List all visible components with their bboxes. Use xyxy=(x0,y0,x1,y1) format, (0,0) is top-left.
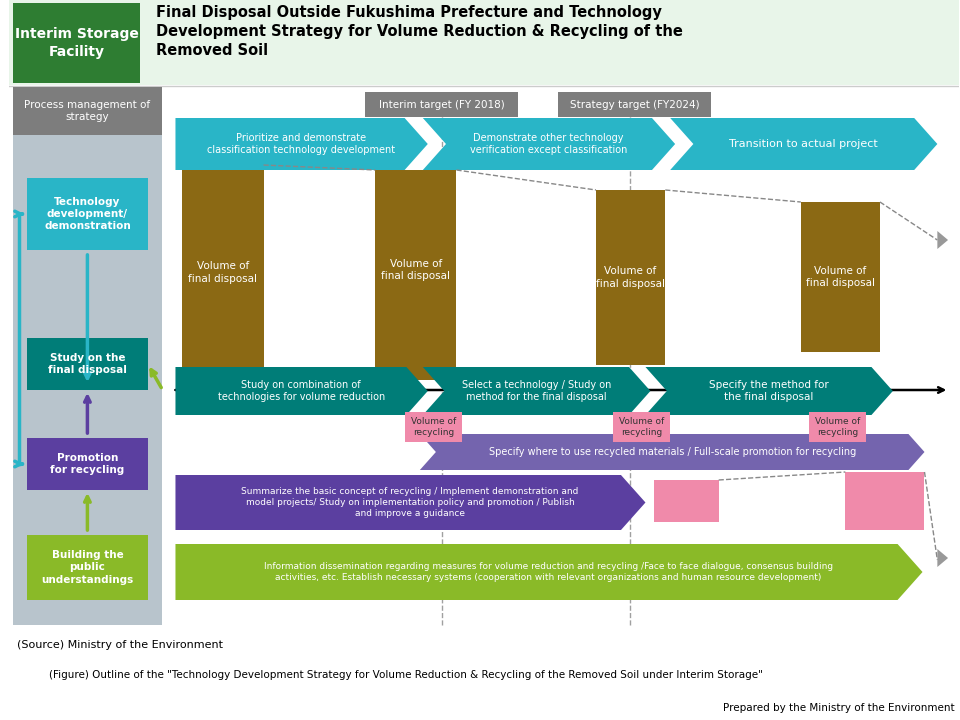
FancyBboxPatch shape xyxy=(13,3,140,83)
Text: Interim target (FY 2018): Interim target (FY 2018) xyxy=(379,100,505,110)
Polygon shape xyxy=(422,367,651,415)
FancyBboxPatch shape xyxy=(27,535,148,600)
Text: Volume of
recycling: Volume of recycling xyxy=(815,417,860,437)
Text: Specify the method for
the final disposal: Specify the method for the final disposa… xyxy=(709,380,829,402)
Text: Select a technology / Study on
method for the final disposal: Select a technology / Study on method fo… xyxy=(462,380,612,402)
Text: Volume of
final disposal: Volume of final disposal xyxy=(381,258,450,282)
Polygon shape xyxy=(422,118,675,170)
Text: Summarize the basic concept of recycling / Implement demonstration and
model pro: Summarize the basic concept of recycling… xyxy=(241,487,579,518)
FancyBboxPatch shape xyxy=(801,202,880,352)
Text: Information dissemination regarding measures for volume reduction and recycling : Information dissemination regarding meas… xyxy=(264,562,833,582)
Polygon shape xyxy=(420,434,924,470)
Text: Volume of
final disposal: Volume of final disposal xyxy=(805,266,875,288)
Text: Strategy target (FY2024): Strategy target (FY2024) xyxy=(570,100,700,110)
Text: Final Disposal Outside Fukushima Prefecture and Technology
Development Strategy : Final Disposal Outside Fukushima Prefect… xyxy=(156,5,683,58)
FancyBboxPatch shape xyxy=(655,480,719,522)
Text: Volume of
final disposal: Volume of final disposal xyxy=(188,261,257,284)
Polygon shape xyxy=(176,367,428,415)
Polygon shape xyxy=(645,367,893,415)
Text: Specify where to use recycled materials / Full-scale promotion for recycling: Specify where to use recycled materials … xyxy=(489,447,855,457)
FancyBboxPatch shape xyxy=(27,438,148,490)
FancyBboxPatch shape xyxy=(808,412,866,442)
Polygon shape xyxy=(937,549,948,567)
FancyBboxPatch shape xyxy=(405,412,463,442)
Text: Prioritize and demonstrate
classification technology development: Prioritize and demonstrate classificatio… xyxy=(207,132,396,156)
FancyBboxPatch shape xyxy=(182,165,264,380)
FancyBboxPatch shape xyxy=(596,190,665,365)
Text: Study on combination of
technologies for volume reduction: Study on combination of technologies for… xyxy=(218,380,385,402)
Text: (Source) Ministry of the Environment: (Source) Ministry of the Environment xyxy=(17,640,223,650)
FancyBboxPatch shape xyxy=(612,412,670,442)
Text: Volume of
recycling: Volume of recycling xyxy=(619,417,664,437)
FancyBboxPatch shape xyxy=(366,92,517,117)
Text: Interim Storage
Facility: Interim Storage Facility xyxy=(14,27,138,58)
Text: Technology
development/
demonstration: Technology development/ demonstration xyxy=(44,197,131,231)
Text: Demonstrate other technology
verification except classification: Demonstrate other technology verificatio… xyxy=(469,132,627,156)
FancyBboxPatch shape xyxy=(13,135,161,625)
Polygon shape xyxy=(176,544,923,600)
FancyBboxPatch shape xyxy=(27,338,148,390)
FancyBboxPatch shape xyxy=(846,472,924,530)
FancyBboxPatch shape xyxy=(13,87,161,135)
FancyBboxPatch shape xyxy=(27,178,148,250)
Text: Promotion
for recycling: Promotion for recycling xyxy=(50,453,125,475)
Text: (Figure) Outline of the "Technology Development Strategy for Volume Reduction & : (Figure) Outline of the "Technology Deve… xyxy=(49,670,762,680)
Text: Building the
public
understandings: Building the public understandings xyxy=(41,550,133,585)
Polygon shape xyxy=(670,118,937,170)
Polygon shape xyxy=(176,475,645,530)
Text: Study on the
final disposal: Study on the final disposal xyxy=(48,353,127,375)
FancyBboxPatch shape xyxy=(375,170,456,380)
Text: Process management of
strategy: Process management of strategy xyxy=(24,100,151,122)
Polygon shape xyxy=(176,118,428,170)
Text: Volume of
final disposal: Volume of final disposal xyxy=(596,266,665,289)
Text: Transition to actual project: Transition to actual project xyxy=(730,139,878,149)
Text: Volume of
recycling: Volume of recycling xyxy=(411,417,456,437)
Polygon shape xyxy=(937,231,948,249)
FancyBboxPatch shape xyxy=(10,0,959,85)
Text: Prepared by the Ministry of the Environment: Prepared by the Ministry of the Environm… xyxy=(723,703,954,713)
FancyBboxPatch shape xyxy=(559,92,710,117)
